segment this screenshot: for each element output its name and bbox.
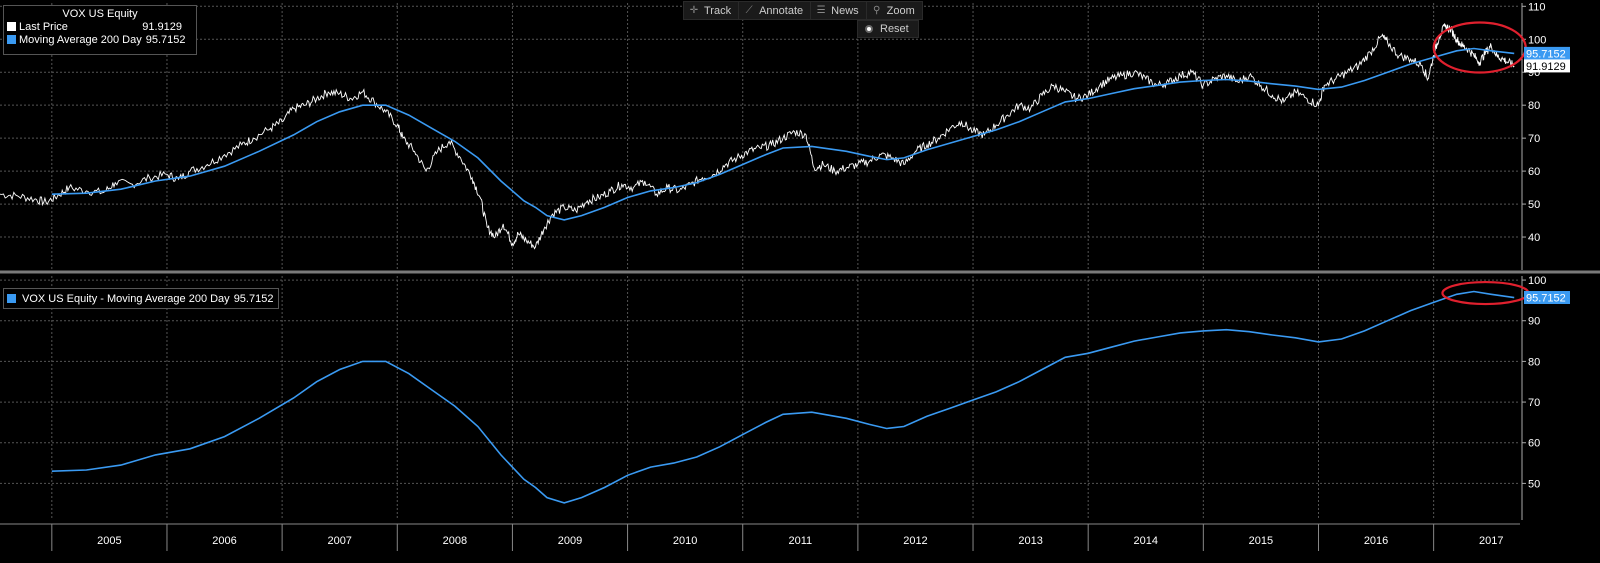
- zoom-button[interactable]: ⚲ Zoom: [867, 2, 922, 19]
- y-tick-label: 50: [1528, 199, 1540, 211]
- ma-last-value-tag: [1524, 290, 1570, 304]
- x-tick-label: 2008: [443, 535, 467, 547]
- annotate-button[interactable]: ⟋ Annotate: [739, 2, 812, 19]
- moving-average-line: [51, 290, 1515, 504]
- bottom-panel-legend: VOX US Equity - Moving Average 200 Day 9…: [3, 288, 280, 309]
- legend-entry-moving-average: Moving Average 200 Day 95.7152: [4, 33, 196, 46]
- price-last-value-tag: [1524, 59, 1570, 73]
- legend-entry-value: 95.7152: [233, 292, 274, 305]
- legend-entry-name: Moving Average 200 Day: [19, 33, 142, 46]
- ma-last-value-label: 95.7152: [1526, 292, 1566, 304]
- y-tick-label: 70: [1528, 133, 1540, 145]
- moving-average-swatch: [7, 35, 16, 44]
- pencil-icon: ⟋: [745, 5, 753, 16]
- track-button[interactable]: ✛ Track: [684, 2, 740, 19]
- ma-last-value-tag: [1524, 46, 1570, 60]
- chart-toolbar: ✛ Track ⟋ Annotate ☰ News ⚲ Zoom: [683, 1, 923, 20]
- x-tick-label: 2016: [1364, 535, 1388, 547]
- news-button[interactable]: ☰ News: [811, 2, 867, 19]
- x-tick-label: 2015: [1249, 535, 1273, 547]
- moving-average-line: [51, 47, 1515, 221]
- y-tick-label: 100: [1528, 275, 1546, 287]
- legend-entry-name: VOX US Equity - Moving Average 200 Day: [22, 292, 230, 305]
- y-tick-label: 80: [1528, 356, 1540, 368]
- news-icon: ☰: [816, 5, 826, 16]
- x-tick-label: 2017: [1479, 535, 1503, 547]
- x-tick-label: 2007: [327, 535, 351, 547]
- ma-last-value-label: 95.7152: [1526, 48, 1566, 60]
- y-tick-label: 70: [1528, 397, 1540, 409]
- zoom-button-label: Zoom: [886, 4, 915, 17]
- x-tick-label: 2005: [97, 535, 121, 547]
- x-tick-label: 2006: [212, 535, 236, 547]
- x-tick-label: 2014: [1134, 535, 1158, 547]
- annotate-button-label: Annotate: [759, 4, 804, 17]
- y-tick-label: 40: [1528, 232, 1540, 244]
- legend-entry-value: 95.7152: [145, 33, 186, 46]
- magnifier-icon: ⚲: [872, 5, 881, 16]
- y-tick-label: 60: [1528, 166, 1540, 178]
- x-tick-label: 2013: [1018, 535, 1042, 547]
- legend-entry-name: Last Price: [19, 20, 68, 33]
- price-last-value-label: 91.9129: [1526, 61, 1566, 73]
- news-button-label: News: [831, 4, 859, 17]
- y-tick-label: 100: [1528, 34, 1546, 46]
- moving-average-swatch: [7, 294, 16, 303]
- reset-button-label: Reset: [880, 23, 909, 35]
- legend-entry-value: 91.9129: [142, 20, 182, 33]
- x-tick-label: 2011: [788, 535, 812, 547]
- x-tick-label: 2010: [673, 535, 697, 547]
- top-panel-legend: VOX US Equity Last Price 91.9129 Moving …: [3, 5, 197, 55]
- y-tick-label: 50: [1528, 478, 1540, 490]
- x-tick-label: 2012: [903, 535, 927, 547]
- x-axis-strip: [0, 524, 1520, 551]
- reset-icon: [865, 25, 873, 33]
- last-price-line: [0, 23, 1515, 250]
- y-tick-label: 110: [1528, 1, 1546, 13]
- legend-title: VOX US Equity: [62, 8, 138, 20]
- y-tick-label: 90: [1528, 316, 1540, 328]
- y-tick-label: 60: [1528, 438, 1540, 450]
- track-button-label: Track: [704, 4, 732, 17]
- legend-entry-last-price: Last Price 91.9129: [4, 20, 196, 33]
- crosshair-icon: ✛: [689, 5, 699, 16]
- last-price-swatch: [7, 22, 16, 31]
- y-tick-label: 80: [1528, 100, 1540, 112]
- reset-button[interactable]: Reset: [857, 20, 919, 38]
- x-tick-label: 2009: [558, 535, 582, 547]
